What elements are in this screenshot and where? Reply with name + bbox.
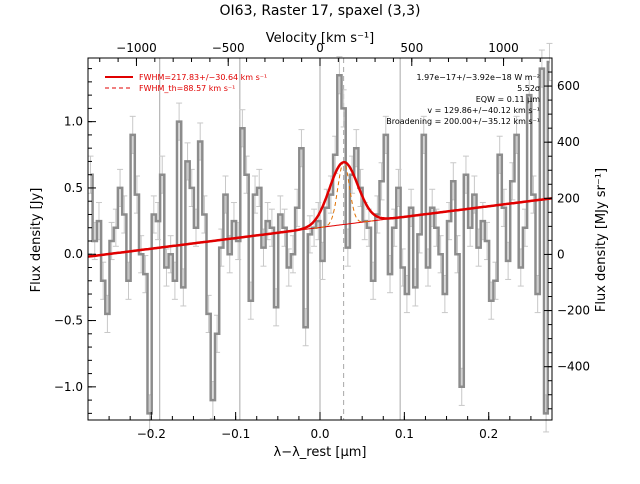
top-tick-label: 0 [316, 41, 324, 55]
legend: FWHM=217.83+/−30.64 km s⁻¹ FWHM_th=88.57… [105, 73, 267, 93]
x-axis-label: λ−λ_rest [µm] [274, 445, 367, 460]
x-tick-label: −0.1 [221, 427, 250, 441]
right-tick-label: 0 [557, 247, 565, 261]
y-tick-label: 0.0 [64, 247, 83, 261]
annotation-eqw: EQW = 0.11 µm [476, 95, 540, 104]
fit-curve [87, 160, 553, 258]
right-tick-label: 600 [557, 79, 580, 93]
top-tick-label: 1000 [488, 41, 519, 55]
top-axis-label: Velocity [km s⁻¹] [266, 31, 374, 46]
data-histogram [90, 60, 550, 415]
y-tick-label: −1.0 [54, 380, 83, 394]
chart-title: OI63, Raster 17, spaxel (3,3) [220, 3, 421, 19]
annotation-flux: 1.97e−17+/−3.92e−18 W m⁻² [416, 73, 540, 82]
y-axis-label: Flux density [Jy] [29, 188, 44, 293]
x-tick-label: −0.2 [137, 427, 166, 441]
y-tick-label: −0.5 [54, 314, 83, 328]
x-tick-label: 0.0 [310, 427, 329, 441]
right-tick-label: 200 [557, 191, 580, 205]
x-tick-label: 0.1 [395, 427, 414, 441]
right-tick-label: 400 [557, 135, 580, 149]
annotation-broadening: Broadening = 200.00+/−35.12 km s⁻¹ [386, 117, 540, 126]
top-tick-label: −500 [212, 41, 245, 55]
legend-label-theoretical: FWHM_th=88.57 km s⁻¹ [139, 84, 235, 93]
right-tick-label: −200 [557, 304, 590, 318]
annotation-significance: 5.52σ [517, 84, 540, 93]
legend-label-fit: FWHM=217.83+/−30.64 km s⁻¹ [139, 73, 267, 82]
annotation-velocity: v = 129.86+/−40.12 km s⁻¹ [427, 106, 540, 115]
y-tick-label: 0.5 [64, 181, 83, 195]
fit-annotations: 1.97e−17+/−3.92e−18 W m⁻² 5.52σ EQW = 0.… [386, 73, 540, 126]
top-tick-label: −1000 [116, 41, 157, 55]
y-tick-label: 1.0 [64, 115, 83, 129]
x-tick-label: 0.2 [479, 427, 498, 441]
top-tick-label: 500 [400, 41, 423, 55]
right-tick-label: −400 [557, 360, 590, 374]
right-axis-label: Flux density [MJy sr⁻¹] [594, 168, 609, 312]
